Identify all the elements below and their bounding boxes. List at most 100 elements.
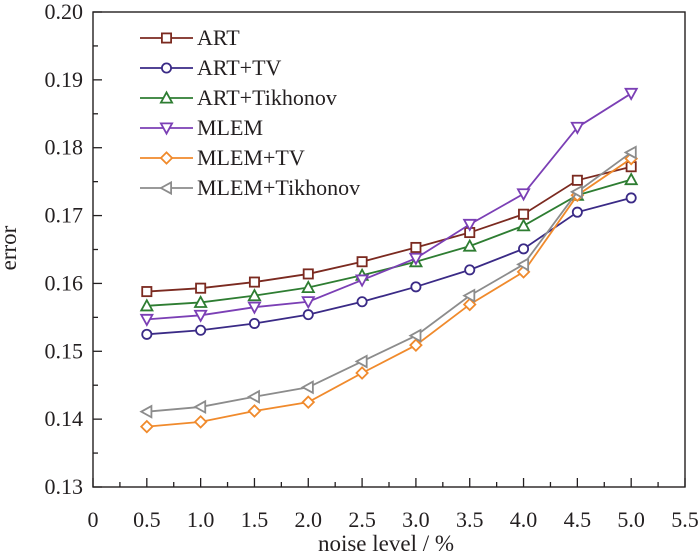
legend-label: ART+TV bbox=[197, 55, 282, 80]
tick-labels: 0 0.5 1.0 1.5 2.0 2.5 3.0 3.5 4.0 4.5 5.0 5.5 0.13 0.… bbox=[45, 0, 699, 532]
legend-entry: ART+Tikhonov bbox=[140, 85, 337, 110]
legend-entry: MLEM+TV bbox=[140, 145, 305, 170]
series-line bbox=[146, 151, 632, 413]
data-point bbox=[193, 309, 208, 323]
data-point bbox=[624, 87, 639, 101]
data-point bbox=[625, 192, 637, 204]
x-tick-label: 0.5 bbox=[133, 507, 161, 532]
data-point bbox=[516, 188, 531, 202]
y-tick-label: 0.19 bbox=[45, 67, 84, 92]
legend-label: ART bbox=[197, 25, 240, 50]
data-point bbox=[248, 276, 260, 288]
series-mlem bbox=[139, 87, 639, 327]
data-point bbox=[354, 274, 370, 288]
data-point bbox=[570, 121, 585, 135]
x-tick-label: 4.5 bbox=[564, 507, 592, 532]
data-point bbox=[193, 399, 207, 415]
series-line bbox=[146, 92, 632, 321]
y-tick-label: 0.13 bbox=[45, 474, 84, 499]
data-point bbox=[195, 282, 207, 294]
data-point bbox=[410, 281, 422, 293]
y-axis-label: error bbox=[0, 225, 21, 270]
data-point bbox=[247, 404, 262, 418]
data-point bbox=[409, 338, 423, 353]
data-point bbox=[356, 256, 368, 268]
axis-ticks bbox=[92, 11, 686, 488]
x-tick-label: 4.0 bbox=[510, 507, 538, 532]
legend-entry: MLEM+Tikhonov bbox=[140, 175, 360, 200]
y-tick-label: 0.16 bbox=[45, 270, 84, 295]
data-point bbox=[624, 172, 639, 186]
y-tick-label: 0.18 bbox=[45, 135, 84, 160]
series-line bbox=[146, 157, 632, 428]
data-point bbox=[301, 395, 316, 410]
legend-marker bbox=[160, 32, 172, 44]
series-layer bbox=[139, 87, 639, 434]
data-point bbox=[141, 286, 153, 298]
data-point bbox=[518, 243, 530, 255]
x-tick-label: 0 bbox=[88, 507, 99, 532]
data-point bbox=[516, 257, 530, 272]
data-point bbox=[355, 366, 369, 380]
x-tick-label: 5.5 bbox=[671, 507, 699, 532]
data-point bbox=[139, 419, 154, 434]
data-point bbox=[141, 328, 153, 340]
data-point bbox=[462, 218, 477, 232]
series-mlem-tikhonov bbox=[139, 145, 637, 419]
x-tick-label: 2.5 bbox=[348, 507, 376, 532]
series-art bbox=[141, 161, 637, 298]
data-point bbox=[408, 252, 424, 266]
data-point bbox=[462, 288, 476, 303]
data-point bbox=[247, 301, 262, 315]
data-point bbox=[139, 298, 154, 312]
data-point bbox=[356, 296, 368, 308]
data-point bbox=[193, 414, 208, 429]
data-point bbox=[410, 241, 422, 253]
data-point bbox=[248, 317, 260, 329]
data-point bbox=[462, 238, 477, 252]
data-point bbox=[302, 309, 314, 321]
data-point bbox=[571, 174, 583, 186]
x-tick-label: 1.0 bbox=[187, 507, 215, 532]
plot-frame bbox=[92, 11, 686, 488]
x-tick-label: 5.0 bbox=[617, 507, 645, 532]
x-tick-label: 2.0 bbox=[295, 507, 323, 532]
series-line bbox=[146, 165, 632, 293]
data-point bbox=[408, 328, 422, 343]
legend-label: MLEM bbox=[197, 115, 263, 140]
legend-entry: MLEM bbox=[140, 115, 263, 140]
data-point bbox=[464, 264, 476, 276]
data-point bbox=[516, 218, 531, 232]
x-tick-label: 3.5 bbox=[456, 507, 484, 532]
y-tick-label: 0.20 bbox=[45, 0, 84, 24]
data-point bbox=[518, 208, 530, 220]
legend-label: MLEM+TV bbox=[197, 145, 305, 170]
legend-marker bbox=[159, 180, 173, 196]
legend-label: ART+Tikhonov bbox=[197, 85, 337, 110]
data-point bbox=[195, 324, 207, 336]
data-point bbox=[462, 297, 477, 312]
data-point bbox=[300, 380, 314, 395]
y-tick-label: 0.14 bbox=[45, 406, 84, 431]
legend-entry: ART+TV bbox=[140, 55, 282, 80]
y-tick-label: 0.17 bbox=[45, 203, 84, 228]
data-point bbox=[246, 389, 260, 404]
legend: ART ART+TV ART+Tikhonov MLEM MLEM+TV MLEM+Tik… bbox=[140, 25, 360, 200]
legend-marker bbox=[159, 151, 174, 165]
data-point bbox=[247, 288, 262, 302]
data-point bbox=[571, 206, 583, 218]
legend-label: MLEM+Tikhonov bbox=[197, 175, 360, 200]
data-point bbox=[302, 268, 314, 280]
series-mlem-tv bbox=[139, 151, 639, 434]
series-line bbox=[146, 197, 632, 336]
data-point bbox=[354, 354, 368, 369]
legend-marker bbox=[160, 62, 172, 74]
data-point bbox=[139, 404, 153, 419]
data-point bbox=[193, 294, 208, 308]
x-tick-label: 1.5 bbox=[241, 507, 269, 532]
y-tick-label: 0.15 bbox=[45, 338, 84, 363]
data-point bbox=[569, 184, 583, 199]
legend-marker bbox=[159, 122, 174, 136]
x-tick-label: 3.0 bbox=[402, 507, 430, 532]
